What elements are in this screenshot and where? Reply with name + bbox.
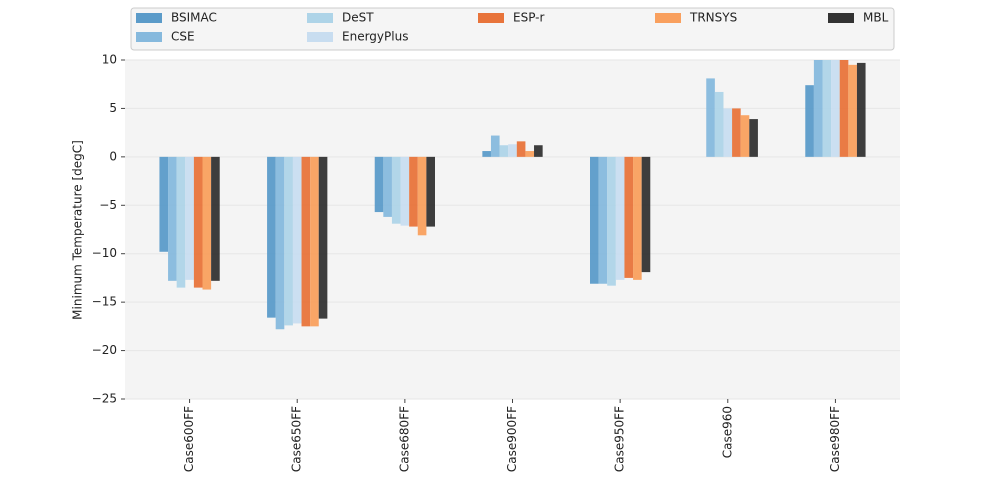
legend-swatch [136, 32, 162, 42]
bar [740, 115, 750, 157]
y-tick-label: −15 [92, 295, 117, 309]
bar [508, 144, 517, 157]
bar [409, 156, 418, 227]
bar [706, 78, 715, 157]
bar [607, 156, 616, 286]
x-tick-label: Case650FF [290, 406, 304, 472]
bar [590, 156, 599, 284]
bar [310, 156, 319, 327]
bar [318, 156, 328, 319]
x-tick-label: Case950FF [613, 406, 627, 472]
y-tick-label: −20 [92, 343, 117, 357]
bar [813, 60, 823, 157]
x-tick-label: Case680FF [397, 406, 411, 472]
bar [211, 156, 220, 281]
bar [822, 60, 832, 157]
legend-label: BSIMAC [171, 11, 217, 25]
bar [383, 156, 392, 217]
y-tick-label: −25 [92, 392, 117, 406]
bar [633, 156, 642, 280]
legend-label: EnergyPlus [342, 30, 408, 44]
bar [400, 156, 410, 226]
x-tick-label: Case960 [720, 406, 734, 458]
bar [749, 119, 758, 157]
y-tick-label: 0 [109, 149, 117, 163]
bar [176, 156, 186, 288]
bar [848, 64, 857, 157]
y-tick-label: 5 [109, 101, 117, 115]
bars [159, 60, 866, 330]
y-tick-label: −5 [99, 198, 117, 212]
x-tick-label: Case600FF [182, 406, 196, 472]
bar [732, 108, 741, 157]
bar [193, 156, 203, 288]
legend-label: CSE [171, 30, 195, 44]
bar [267, 156, 276, 318]
bar [624, 156, 634, 278]
bar [482, 151, 491, 157]
legend-swatch [307, 32, 333, 42]
bar [490, 135, 500, 157]
plot-area [125, 60, 900, 399]
legend-swatch [307, 13, 333, 23]
bar [417, 156, 427, 236]
legend-label: MBL [863, 11, 889, 25]
bar [275, 156, 285, 330]
legend-swatch [478, 13, 504, 23]
bar [426, 156, 435, 227]
bar [284, 156, 293, 326]
bar [499, 145, 509, 157]
x-tick-label: Case980FF [828, 406, 842, 472]
bar [615, 156, 625, 280]
bar [168, 156, 177, 281]
bar [301, 156, 311, 327]
bar [202, 156, 212, 290]
bar [723, 108, 733, 157]
legend-swatch [655, 13, 681, 23]
bar [516, 141, 526, 157]
bar [839, 60, 849, 157]
bar [534, 145, 543, 157]
x-tick-label: Case900FF [505, 406, 519, 472]
bar [641, 156, 651, 273]
legend-label: TRNSYS [689, 11, 737, 25]
y-axis-label: Minimum Temperature [degC] [71, 140, 85, 320]
y-tick-label: −10 [92, 246, 117, 260]
bar [391, 156, 401, 224]
bar [805, 85, 814, 157]
bar [374, 156, 384, 213]
bar [292, 156, 302, 324]
y-tick-label: 10 [102, 53, 117, 67]
bar [831, 60, 840, 157]
bar [856, 62, 866, 157]
bar [598, 156, 608, 284]
legend-swatch [828, 13, 854, 23]
bar [159, 156, 169, 252]
bar [525, 151, 535, 157]
legend-label: ESP-r [513, 11, 545, 25]
legend-swatch [136, 13, 162, 23]
bar [714, 91, 724, 157]
legend-label: DeST [342, 11, 374, 25]
bar [185, 156, 194, 280]
